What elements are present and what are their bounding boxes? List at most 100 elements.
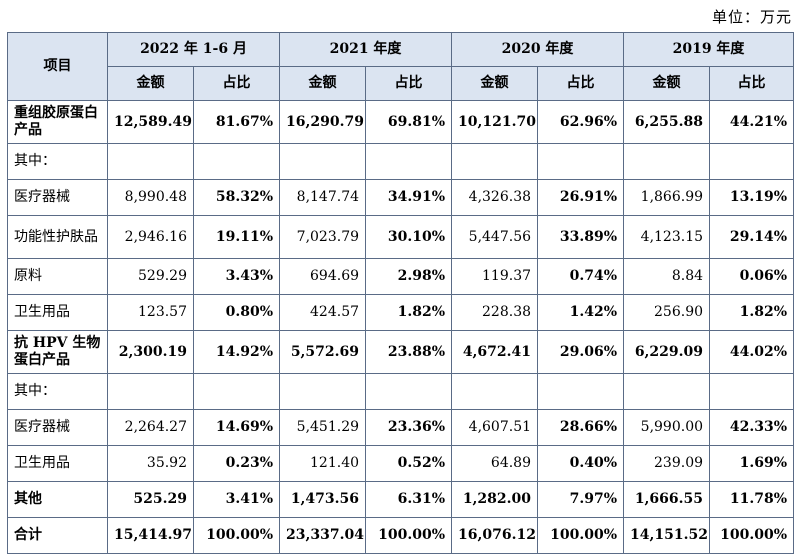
amount-cell: 694.69 [279,258,367,295]
amount-cell: 5,990.00 [623,409,711,446]
header-ratio: 占比 [537,66,625,101]
amount-cell: 14,151.52 [623,517,711,554]
amount-cell: 1,666.55 [623,481,711,518]
amount-cell: 6,255.88 [623,100,711,144]
table-row: 原料 529.29 3.43% 694.69 2.98% 119.37 0.74% 8.84 0… [7,258,795,295]
ratio-cell: 26.91% [537,179,625,216]
header-period: 2022 年 1-6 月 [106,32,281,67]
table-row: 功能性护肤品 2,946.16 19.11% 7,023.79 30.10% 5,447.… [7,215,795,259]
header-amount: 金额 [623,66,711,101]
amount-cell: 256.90 [623,294,711,331]
ratio-cell: 42.33% [709,409,795,446]
amount-cell: 2,264.27 [107,409,194,446]
amount-cell: 2,300.19 [107,330,194,374]
amount-cell: 4,326.38 [451,179,539,216]
row-label: 其中： [7,373,108,410]
amount-cell: 4,123.15 [623,215,711,259]
amount-cell [623,143,711,180]
amount-cell: 228.38 [451,294,539,331]
ratio-cell: 23.36% [365,409,453,446]
amount-cell: 6,229.09 [623,330,711,374]
ratio-cell: 14.69% [192,409,281,446]
amount-cell: 8,147.74 [279,179,367,216]
ratio-cell: 13.19% [709,179,795,216]
row-label: 医疗器械 [7,179,108,216]
amount-cell: 5,572.69 [279,330,367,374]
ratio-cell: 1.82% [365,294,453,331]
amount-cell: 121.40 [279,445,367,482]
row-label: 重组胶原蛋白产品 [7,100,108,144]
header-ratio: 占比 [365,66,453,101]
row-label: 原料 [7,258,108,295]
ratio-cell: 34.91% [365,179,453,216]
amount-cell [107,143,194,180]
ratio-cell: 69.81% [365,100,453,144]
ratio-cell: 44.02% [709,330,795,374]
ratio-cell [709,373,795,410]
ratio-cell [537,373,625,410]
ratio-cell: 1.69% [709,445,795,482]
ratio-cell: 28.66% [537,409,625,446]
amount-cell: 16,076.12 [451,517,539,554]
ratio-cell: 30.10% [365,215,453,259]
ratio-cell: 0.80% [192,294,281,331]
table-row: 其他 525.29 3.41% 1,473.56 6.31% 1,282.00 7.97% 1… [7,481,795,518]
ratio-cell: 100.00% [365,517,453,554]
ratio-cell: 0.23% [192,445,281,482]
amount-cell: 5,447.56 [451,215,539,259]
ratio-cell: 2.98% [365,258,453,295]
ratio-cell [709,143,795,180]
header-amount: 金额 [451,66,539,101]
table-row: 卫生用品 123.57 0.80% 424.57 1.82% 228.38 1.42% 256… [7,294,795,331]
amount-cell: 119.37 [451,258,539,295]
ratio-cell: 6.31% [365,481,453,518]
ratio-cell [537,143,625,180]
amount-cell: 239.09 [623,445,711,482]
table-row: 其中： [7,143,795,180]
ratio-cell: 3.43% [192,258,281,295]
ratio-cell: 14.92% [192,330,281,374]
ratio-cell: 0.06% [709,258,795,295]
ratio-cell: 58.32% [192,179,281,216]
ratio-cell: 1.42% [537,294,625,331]
table-row: 重组胶原蛋白产品 12,589.49 81.67% 16,290.79 69.81% 10… [7,100,795,144]
ratio-cell [365,373,453,410]
row-label: 合计 [7,517,108,554]
ratio-cell: 0.52% [365,445,453,482]
amount-cell: 2,946.16 [107,215,194,259]
header-period: 2021 年度 [279,32,453,67]
ratio-cell: 3.41% [192,481,281,518]
header-ratio: 占比 [192,66,281,101]
table-row: 合计 15,414.97 100.00% 23,337.04 100.00% 16,076… [7,517,795,554]
header-amount: 金额 [279,66,367,101]
amount-cell [279,143,367,180]
ratio-cell: 100.00% [192,517,281,554]
row-label: 卫生用品 [7,445,108,482]
ratio-cell [192,373,281,410]
row-label: 医疗器械 [7,409,108,446]
table-row: 卫生用品 35.92 0.23% 121.40 0.52% 64.89 0.40% 239.0… [7,445,795,482]
row-label: 抗 HPV 生物蛋白产品 [7,330,108,374]
amount-cell: 35.92 [107,445,194,482]
amount-cell: 529.29 [107,258,194,295]
amount-cell [107,373,194,410]
amount-cell: 4,607.51 [451,409,539,446]
header-period: 2020 年度 [451,32,625,67]
header-project: 项目 [7,32,108,101]
amount-cell: 1,282.00 [451,481,539,518]
unit-label: 单位：万元 [711,8,792,26]
amount-cell: 64.89 [451,445,539,482]
amount-cell: 123.57 [107,294,194,331]
row-label: 卫生用品 [7,294,108,331]
amount-cell: 16,290.79 [279,100,367,144]
amount-cell: 5,451.29 [279,409,367,446]
row-label: 其他 [7,481,108,518]
ratio-cell: 1.82% [709,294,795,331]
ratio-cell: 62.96% [537,100,625,144]
amount-cell: 1,473.56 [279,481,367,518]
header-ratio: 占比 [709,66,795,101]
ratio-cell: 7.97% [537,481,625,518]
amount-cell: 8,990.48 [107,179,194,216]
ratio-cell: 0.74% [537,258,625,295]
ratio-cell: 29.14% [709,215,795,259]
